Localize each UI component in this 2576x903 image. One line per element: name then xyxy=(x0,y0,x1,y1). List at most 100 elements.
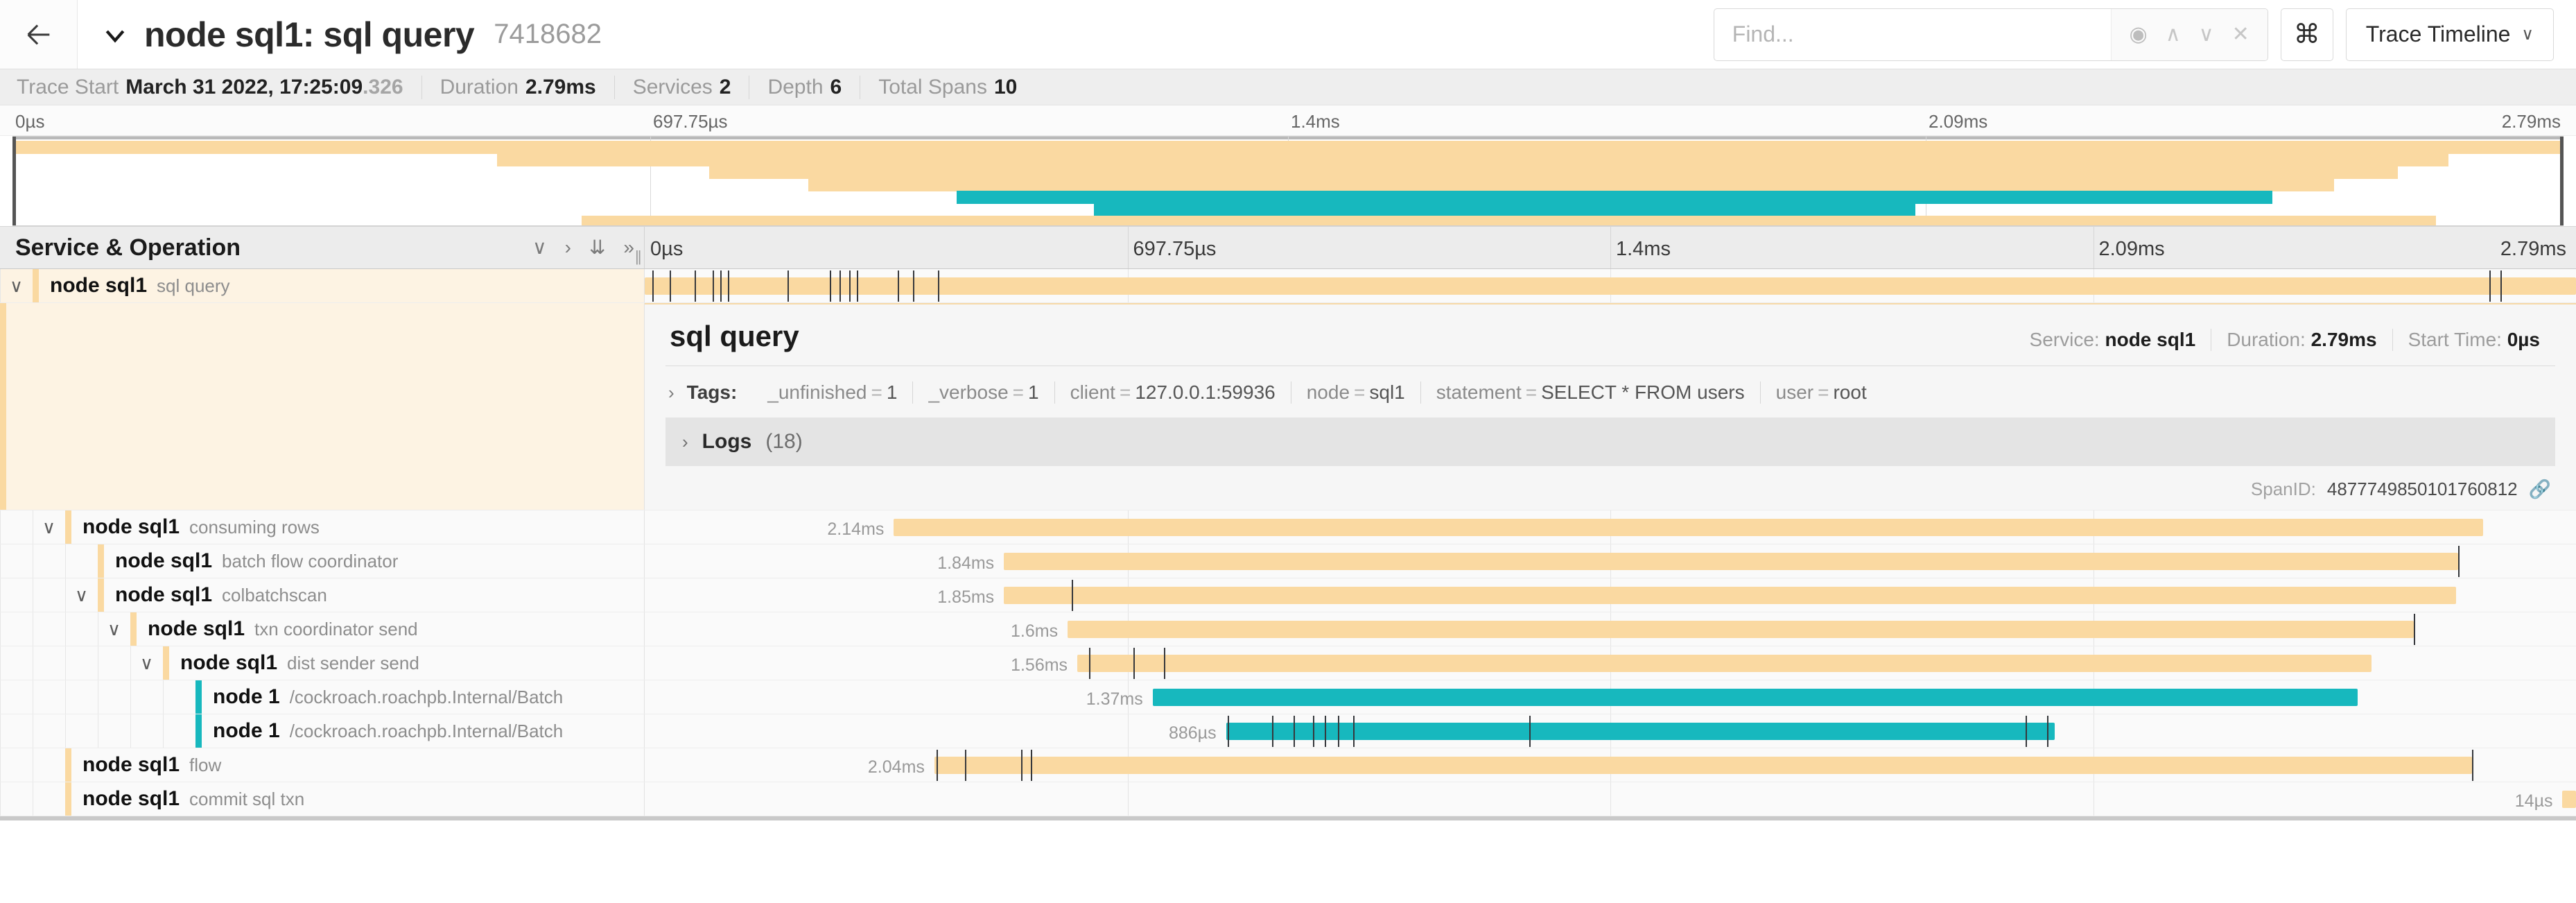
span-log-marker xyxy=(695,270,697,302)
span-row-label[interactable]: ∨ node sql1 txn coordinator send xyxy=(0,612,645,646)
span-log-marker xyxy=(1228,716,1230,747)
chevron-down-icon[interactable]: ∨ xyxy=(107,619,121,639)
table-row[interactable]: ∨ node sql1 sql query xyxy=(0,269,2576,303)
table-row[interactable]: ∨ node sql1 consuming rows 2.14ms xyxy=(0,510,2576,544)
expand-caret[interactable]: ∨ xyxy=(65,578,98,612)
span-row-label[interactable]: node 1/cockroach.roachpb.Internal/Batch xyxy=(0,680,645,714)
double-chevron-right-icon[interactable]: » xyxy=(623,237,634,258)
view-selector-button[interactable]: Trace Timeline ∨ xyxy=(2345,8,2554,61)
table-row[interactable]: node 1/cockroach.roachpb.Internal/Batch 1… xyxy=(0,680,2576,714)
next-icon[interactable]: ∨ xyxy=(2198,22,2214,46)
span-row-timeline[interactable]: 14µs xyxy=(645,782,2576,816)
span-duration-bar[interactable] xyxy=(1152,689,2358,706)
span-row-timeline[interactable]: 2.14ms xyxy=(645,510,2576,544)
span-duration-bar[interactable] xyxy=(1004,587,2457,604)
clear-icon[interactable]: ✕ xyxy=(2231,22,2249,46)
span-row-label[interactable]: ∨ node sql1 colbatchscan xyxy=(0,578,645,612)
table-row[interactable]: ∨ node sql1 colbatchscan 1.85ms xyxy=(0,578,2576,612)
span-duration-label: 1.56ms xyxy=(1011,655,1068,675)
span-row-label[interactable]: ∨ node sql1 sql query xyxy=(0,269,645,302)
table-row[interactable]: node sql1 flow 2.04ms xyxy=(0,748,2576,782)
axis-tick-label: 2.09ms xyxy=(2098,238,2165,260)
span-operation-name: sql query xyxy=(157,275,230,296)
table-row[interactable]: node 1/cockroach.roachpb.Internal/Batch 8… xyxy=(0,714,2576,748)
span-log-marker xyxy=(712,270,714,302)
focus-icon[interactable]: ◉ xyxy=(2129,22,2148,46)
chevron-down-icon[interactable]: ∨ xyxy=(42,517,56,538)
span-color-bar xyxy=(98,578,104,612)
span-row-label[interactable]: node sql1 flow xyxy=(0,748,645,782)
chevron-right-icon[interactable]: › xyxy=(564,237,571,258)
span-duration-bar[interactable] xyxy=(1068,621,2414,638)
table-row[interactable]: ∨ node sql1 dist sender send 1.56ms xyxy=(0,646,2576,680)
span-duration-bar[interactable] xyxy=(934,757,2472,774)
expand-caret[interactable]: ∨ xyxy=(0,269,33,302)
span-row-label[interactable]: node sql1 commit sql txn xyxy=(0,782,645,816)
spanid-value: 4877749850101760812 xyxy=(2326,479,2518,499)
span-log-marker xyxy=(857,270,859,302)
minimap-right-handle[interactable] xyxy=(2560,137,2564,225)
chevron-down-icon[interactable]: ∨ xyxy=(9,275,24,296)
span-row-label[interactable]: ∨ node sql1 dist sender send xyxy=(0,646,645,680)
span-row-timeline[interactable]: 2.04ms xyxy=(645,748,2576,782)
expand-caret[interactable]: ∨ xyxy=(130,646,163,680)
span-duration-bar[interactable] xyxy=(1077,655,2372,672)
span-row-timeline[interactable] xyxy=(645,269,2576,302)
span-log-marker xyxy=(2489,270,2491,302)
span-row-label[interactable]: node sql1 batch flow coordinator xyxy=(0,544,645,578)
span-log-marker xyxy=(2500,270,2503,302)
expand-caret[interactable]: ∨ xyxy=(33,510,65,544)
span-duration-bar[interactable] xyxy=(1226,723,2055,740)
logs-section[interactable]: › Logs (18) xyxy=(665,418,2555,466)
span-row-label[interactable]: ∨ node sql1 consuming rows xyxy=(0,510,645,544)
search-input[interactable] xyxy=(1714,8,2111,60)
span-log-marker xyxy=(1294,716,1296,747)
span-log-marker xyxy=(1338,716,1340,747)
span-color-bar xyxy=(65,510,71,544)
trace-title-group: node sql1: sql query 7418682 xyxy=(78,0,1714,69)
chevron-down-icon[interactable]: ∨ xyxy=(532,237,547,258)
span-duration-bar[interactable] xyxy=(645,277,2576,295)
span-row-label[interactable]: node 1/cockroach.roachpb.Internal/Batch xyxy=(0,714,645,748)
span-color-bar xyxy=(163,646,169,680)
minimap-left-handle[interactable] xyxy=(12,137,16,225)
axis-tick-label: 2.79ms xyxy=(2500,238,2566,260)
span-row-timeline[interactable]: 1.37ms xyxy=(645,680,2576,714)
chevron-down-icon[interactable] xyxy=(101,21,129,49)
span-row-timeline[interactable]: 1.6ms xyxy=(645,612,2576,646)
find-tools: ◉ ∧ ∨ ✕ xyxy=(2110,8,2268,60)
view-selector-label: Trace Timeline xyxy=(2365,22,2511,46)
span-duration-bar[interactable] xyxy=(1004,553,2459,570)
column-resize-grip[interactable]: || xyxy=(635,248,642,265)
span-log-marker xyxy=(897,270,899,302)
chevron-right-icon[interactable]: › xyxy=(682,431,688,452)
span-row-timeline[interactable]: 1.84ms xyxy=(645,544,2576,578)
expand-caret[interactable]: ∨ xyxy=(98,612,130,646)
span-duration-bar[interactable] xyxy=(894,519,2484,536)
back-button[interactable] xyxy=(0,0,78,69)
span-row-timeline[interactable]: 1.56ms xyxy=(645,646,2576,680)
trace-minimap[interactable] xyxy=(12,136,2564,226)
double-chevron-down-icon[interactable]: ⇊ xyxy=(589,237,606,258)
chevron-down-icon[interactable]: ∨ xyxy=(139,653,154,673)
indent-guide xyxy=(130,714,163,748)
indent-guide xyxy=(0,544,33,578)
spanid-label: SpanID: xyxy=(2250,479,2316,499)
table-row[interactable]: node sql1 batch flow coordinator 1.84ms xyxy=(0,544,2576,578)
prev-icon[interactable]: ∧ xyxy=(2165,22,2181,46)
table-row[interactable]: ∨ node sql1 txn coordinator send 1.6ms xyxy=(0,612,2576,646)
chevron-right-icon[interactable]: › xyxy=(668,381,675,403)
meta-value: 2.79ms xyxy=(525,75,596,98)
timeline-column-header: Service & Operation ∨ › ⇊ » 0µs 697.75µs 1… xyxy=(0,226,2576,269)
table-row[interactable]: node sql1 commit sql txn 14µs xyxy=(0,782,2576,816)
span-row-timeline[interactable]: 886µs xyxy=(645,714,2576,748)
keyboard-shortcuts-button[interactable]: ⌘ xyxy=(2280,8,2333,61)
row-gridline xyxy=(1127,714,1129,748)
chevron-down-icon[interactable]: ∨ xyxy=(74,585,89,605)
link-icon[interactable]: 🔗 xyxy=(2528,479,2551,499)
logs-label: Logs xyxy=(702,430,752,453)
tags-section[interactable]: › Tags: _unfinished = 1 _verbose = 1 client = 127.… xyxy=(645,366,2576,418)
span-row-timeline[interactable]: 1.85ms xyxy=(645,578,2576,612)
span-operation-name: consuming rows xyxy=(189,516,320,538)
span-duration-bar[interactable] xyxy=(2562,791,2576,808)
